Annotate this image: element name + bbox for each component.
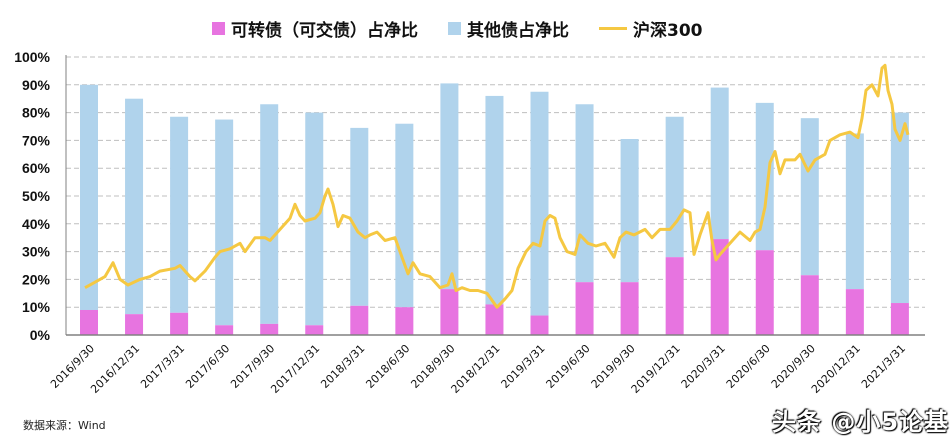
bar-other [215,119,234,326]
bar-other [620,139,639,283]
bar-other [890,112,909,304]
x-tick-label: 2016/12/31 [88,342,142,396]
x-tick-label: 2017/3/31 [138,342,187,391]
bar-convertible [755,250,774,335]
legend-swatch-other [448,22,461,35]
bar-convertible [170,312,189,335]
x-tick-label: 2019/6/30 [544,342,593,391]
legend-swatch-convertible [212,22,225,35]
bar-other [170,116,189,313]
x-tick-label: 2017/12/31 [268,342,322,396]
bar-other [800,118,819,276]
bar-convertible [485,304,504,335]
y-tick-label: 100% [14,49,50,65]
bar-other [530,91,549,316]
bar-other [665,116,684,258]
bar-convertible [305,325,324,335]
y-tick-label: 30% [22,244,51,260]
gridlines [66,56,925,308]
bar-other [395,123,414,308]
y-tick-label: 10% [22,299,51,315]
x-tick-label: 2019/3/31 [499,342,548,391]
x-tick-label: 2018/3/31 [318,342,367,391]
index-line [84,63,910,309]
x-tick-label: 2016/9/30 [48,342,97,391]
bar-other [575,104,594,283]
bar-convertible [665,257,684,335]
bar-other [755,102,774,251]
chart-legend: 可转债（可交债）占净比 其他债占净比 沪深300 [212,16,733,41]
bar-convertible [890,303,909,335]
y-tick-label: 0% [30,327,51,343]
bar-other [440,83,459,290]
data-source-note: 数据来源：Wind [23,419,106,432]
legend-label-index: 沪深300 [633,21,703,41]
bar-other [710,87,729,240]
x-tick-label: 2018/6/30 [363,342,412,391]
bar-convertible [395,307,414,335]
x-tick-label: 2017/6/30 [183,342,232,391]
legend-item-convertible: 可转债（可交债）占净比 [212,16,418,41]
bar-convertible [215,325,234,335]
bar-convertible [530,315,549,335]
bar-other [80,84,98,310]
legend-swatch-index [599,27,627,30]
bar-convertible [620,282,639,335]
x-tick-label: 2018/12/31 [449,342,503,396]
y-axis-ticks: 0% 10% 20% 30% 40% 50% 60% 70% 80% 90% 100% [14,49,50,343]
x-tick-label: 2018/9/30 [408,342,457,391]
y-tick-label: 40% [22,216,51,232]
bar-convertible [575,282,594,335]
x-tick-label: 2019/9/30 [589,342,638,391]
y-tick-label: 60% [22,160,51,176]
x-tick-label: 2017/9/30 [228,342,277,391]
bars [80,83,909,335]
bar-other [260,104,279,324]
bar-convertible [800,275,819,335]
x-tick-label: 2020/6/30 [724,342,773,391]
bar-convertible [350,305,369,335]
y-tick-label: 50% [22,188,51,204]
axes [65,55,925,336]
bar-other [485,95,504,305]
legend-label-other: 其他债占净比 [467,21,569,41]
bar-convertible [440,289,459,335]
y-tick-label: 90% [22,77,51,93]
y-tick-label: 20% [22,271,51,287]
bar-convertible [260,323,279,335]
bar-other [125,98,144,315]
legend-label-convertible: 可转债（可交债）占净比 [231,21,418,41]
x-axis-ticks: 2016/9/302016/12/312017/3/312017/6/30201… [48,342,908,396]
bar-convertible [710,239,729,335]
legend-item-other: 其他债占净比 [448,16,569,41]
y-tick-label: 70% [22,132,51,148]
bar-other [350,127,369,306]
bar-convertible [125,314,144,335]
x-tick-label: 2020/3/31 [679,342,728,391]
x-tick-label: 2020/9/30 [769,342,818,391]
x-tick-label: 2019/12/31 [629,342,683,396]
bar-other [845,133,864,290]
bar-convertible [80,309,98,335]
legend-item-index: 沪深300 [599,16,703,41]
x-tick-label: 2021/3/31 [859,342,908,391]
watermark: 头条 @小5论基 [772,408,950,436]
bar-convertible [845,289,864,335]
x-tick-label: 2020/12/31 [809,342,863,396]
y-tick-label: 80% [22,105,51,121]
